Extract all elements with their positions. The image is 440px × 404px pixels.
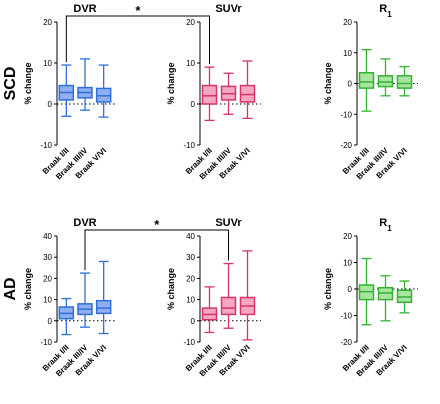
iqr-box (220, 296, 237, 316)
y-tick-label: 0 (348, 80, 353, 89)
box-1 (201, 286, 218, 334)
box-2 (220, 72, 237, 115)
y-axis-label: % change (323, 62, 333, 104)
significance-bracket: * (84, 217, 229, 271)
box-2 (377, 275, 394, 322)
box-2 (220, 262, 237, 329)
box-2 (77, 272, 93, 328)
y-tick-label: 40 (186, 232, 195, 241)
iqr-box (201, 84, 218, 105)
y-tick-label: -10 (183, 338, 195, 347)
y-tick-label: 10 (343, 259, 352, 268)
panel-title: R1 (379, 217, 392, 233)
box-2 (77, 58, 93, 111)
panel-title: SUVr (215, 217, 242, 229)
y-tick-label: 10 (186, 59, 195, 68)
y-tick-label: 0 (191, 100, 196, 109)
y-tick-label: 20 (43, 18, 52, 27)
y-tick-label: -10 (40, 338, 52, 347)
y-tick-label: 0 (48, 100, 53, 109)
y-tick-label: 10 (343, 49, 352, 58)
iqr-box (358, 71, 375, 89)
y-axis-label: % change (166, 268, 176, 310)
iqr-box (377, 75, 394, 88)
box-3 (396, 280, 413, 314)
row-label-scd: SCD (2, 67, 19, 101)
panel-title: DVR (73, 3, 96, 15)
box-1 (358, 257, 375, 326)
y-tick-label: -10 (340, 110, 352, 119)
iqr-box (396, 75, 413, 89)
y-axis-label: % change (23, 62, 33, 104)
box-1 (201, 66, 218, 122)
y-tick-label: 0 (348, 285, 353, 294)
y-tick-label: 0 (48, 317, 53, 326)
y-tick-label: 30 (186, 253, 195, 262)
panel-title: R1 (379, 3, 392, 19)
bracket-line (65, 15, 210, 65)
y-tick-label: 20 (186, 18, 195, 27)
y-tick-label: 10 (43, 59, 52, 68)
box-3 (95, 260, 112, 335)
y-tick-label: 20 (343, 18, 352, 27)
row-label-ad: AD (2, 277, 19, 300)
panel-title: DVR (73, 217, 96, 229)
y-tick-label: -10 (183, 141, 195, 150)
y-tick-label: -20 (340, 141, 352, 150)
y-tick-label: 30 (43, 253, 52, 262)
box-3 (239, 60, 256, 119)
box-3 (239, 250, 256, 341)
box-3 (396, 65, 413, 97)
y-tick-label: 10 (43, 296, 52, 305)
y-axis-label: % change (166, 62, 176, 104)
significance-marker: * (154, 217, 160, 232)
box-1 (358, 49, 375, 112)
y-tick-label: 20 (186, 274, 195, 283)
box-2 (377, 58, 394, 97)
box-1 (58, 64, 75, 117)
y-axis-label: % change (323, 268, 333, 310)
y-tick-label: -10 (40, 141, 52, 150)
significance-bracket: * (65, 3, 210, 65)
y-tick-label: -10 (340, 312, 352, 321)
y-tick-label: 0 (191, 317, 196, 326)
iqr-box (95, 299, 112, 315)
y-tick-label: 20 (343, 232, 352, 241)
y-axis-label: % change (23, 268, 33, 310)
y-tick-label: 10 (186, 296, 195, 305)
panel-title: SUVr (215, 3, 242, 15)
box-3 (95, 64, 112, 118)
y-tick-label: -20 (340, 338, 352, 347)
y-tick-label: 20 (43, 274, 52, 283)
y-tick-label: 40 (43, 232, 52, 241)
box-1 (58, 297, 75, 336)
bracket-line (84, 229, 229, 271)
significance-marker: * (135, 3, 141, 18)
iqr-box (239, 84, 256, 103)
